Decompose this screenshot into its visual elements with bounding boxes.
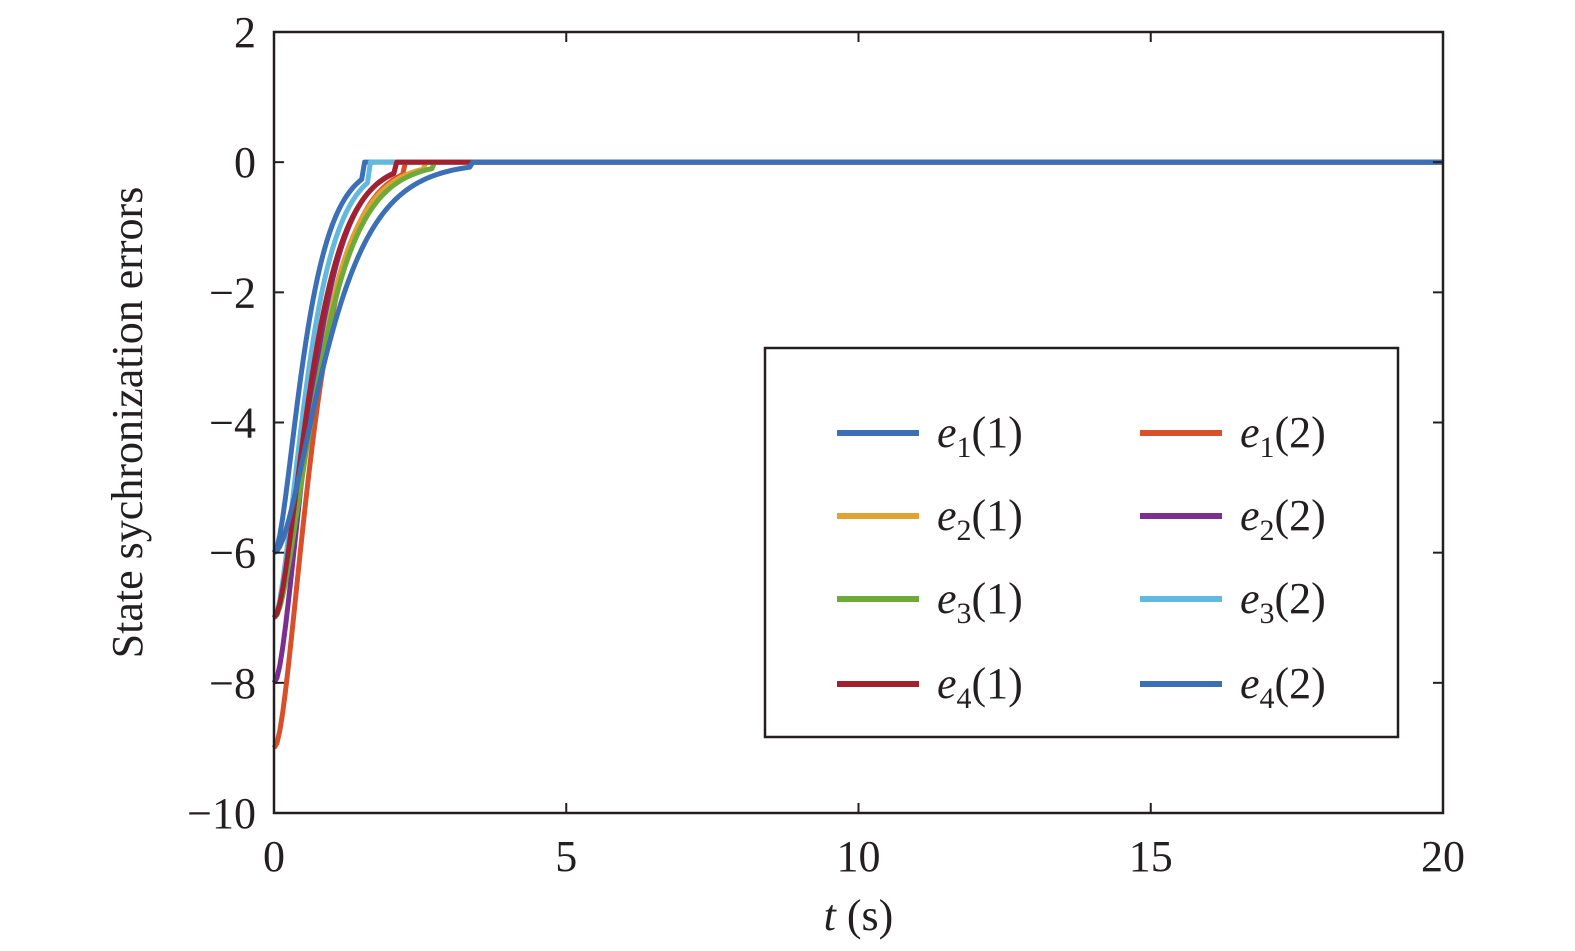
legend-label: e1(2) <box>1240 408 1326 464</box>
x-tick-label: 10 <box>837 832 881 881</box>
y-axis-label: State sychronization errors <box>103 187 152 659</box>
x-tick-label: 5 <box>555 832 577 881</box>
legend-label: e4(2) <box>1240 659 1326 715</box>
y-tick-label: −4 <box>209 399 256 448</box>
y-tick-label: 0 <box>234 138 256 187</box>
y-tick-label: −8 <box>209 659 256 708</box>
legend-label: e2(1) <box>937 491 1023 547</box>
y-tick-label: 2 <box>234 8 256 57</box>
legend-label: e2(2) <box>1240 491 1326 547</box>
y-tick-label: −2 <box>209 268 256 317</box>
x-axis-label-var: t <box>824 891 838 940</box>
x-axis-label: t (s) <box>824 891 894 940</box>
legend-label: e1(1) <box>937 408 1023 464</box>
legend-label: e3(2) <box>1240 574 1326 630</box>
x-axis-label-unit: (s) <box>836 891 893 940</box>
y-tick-label: −6 <box>209 529 256 578</box>
legend-label: e4(1) <box>937 659 1023 715</box>
series-line-8 <box>272 159 1443 555</box>
y-tick-label: −10 <box>187 789 256 838</box>
x-tick-label: 0 <box>263 832 285 881</box>
x-tick-label: 15 <box>1129 832 1173 881</box>
legend: e1(1) e1(2) e2(1) e2(2) e3(1) e3(2) e4(1) e4(2) <box>763 346 1400 739</box>
series-layer <box>271 159 1443 750</box>
x-tick-label: 20 <box>1421 832 1465 881</box>
legend-label: e3(1) <box>937 574 1023 630</box>
legend-box <box>763 346 1400 739</box>
